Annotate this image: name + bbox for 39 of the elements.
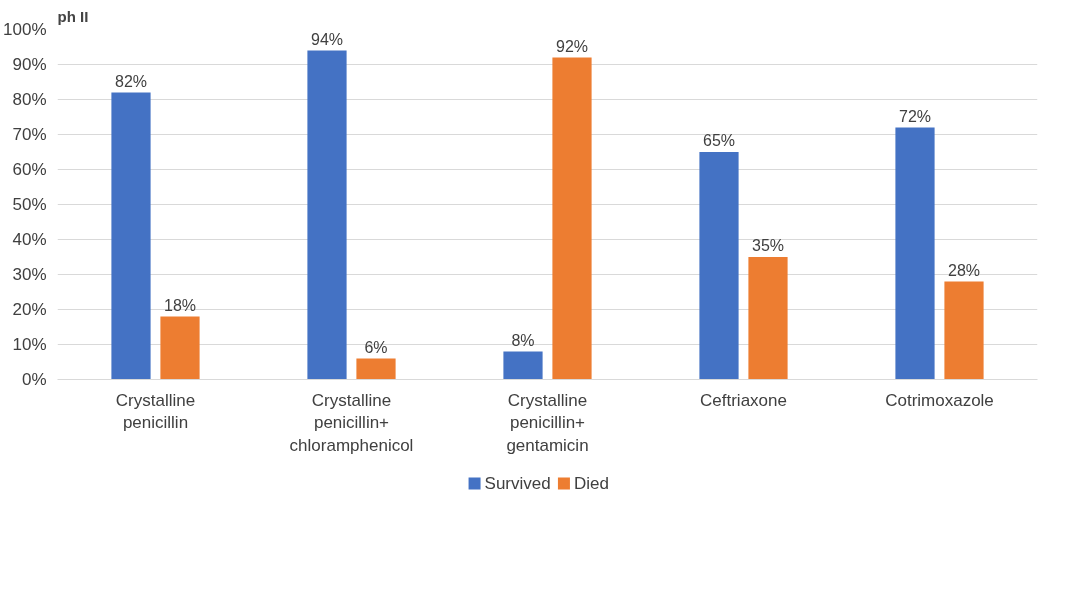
y-tick-label: 80% — [12, 90, 47, 109]
y-tick-label: 60% — [12, 160, 47, 179]
text: 18% — [163, 296, 197, 314]
bar — [748, 257, 788, 380]
text: 72% — [898, 107, 932, 125]
x-tick-label: Crystalline penicillin — [115, 390, 196, 433]
chart-title: ph II — [57, 7, 89, 25]
bar — [111, 92, 151, 380]
bar — [552, 57, 592, 380]
y-tick-label: 30% — [12, 265, 47, 284]
text: 65% — [702, 132, 736, 149]
bar — [160, 316, 200, 380]
legend-label: Survived — [484, 474, 551, 493]
x-tick-label: Crystalline penicillin+ gentamicin — [506, 390, 589, 456]
text: 6% — [364, 338, 388, 356]
y-tick-label: 100% — [3, 20, 47, 39]
x-tick-label: Ceftriaxone — [700, 390, 787, 410]
bar — [307, 50, 347, 380]
x-tick-label: Crystalline penicillin+ chloramphenicol — [289, 390, 414, 456]
bar — [699, 152, 739, 380]
bar — [944, 281, 984, 380]
text: 28% — [947, 261, 981, 279]
text: 35% — [751, 237, 785, 254]
text: 92% — [555, 37, 589, 55]
text: 82% — [114, 72, 148, 90]
bar — [895, 127, 935, 380]
y-tick-label: 10% — [12, 335, 47, 354]
bar — [356, 358, 396, 380]
legend-label: Died — [573, 474, 609, 493]
y-tick-label: 40% — [12, 230, 47, 249]
y-tick-label: 70% — [12, 125, 47, 144]
y-tick-label: 90% — [12, 55, 47, 74]
y-tick-label: 20% — [12, 300, 47, 319]
text: 8% — [511, 331, 535, 349]
text: 94% — [310, 30, 344, 48]
y-tick-label: 50% — [12, 195, 47, 214]
bar — [503, 351, 543, 380]
x-tick-label: Cotrimoxazole — [885, 390, 994, 410]
y-tick-label: 0% — [21, 370, 47, 389]
